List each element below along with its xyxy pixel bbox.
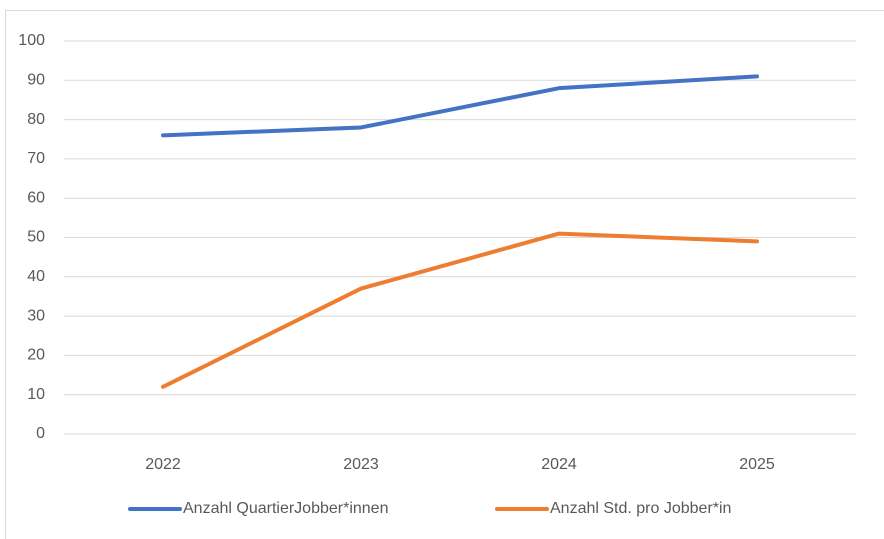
x-tick-label: 2022 (145, 456, 181, 473)
y-tick-label: 50 (27, 229, 45, 246)
legend-label: Anzahl QuartierJobber*innen (183, 500, 388, 517)
y-tick-label: 0 (36, 425, 45, 442)
y-tick-label: 90 (27, 72, 45, 89)
y-tick-label: 80 (27, 111, 45, 128)
x-tick-label: 2024 (541, 456, 577, 473)
y-tick-label: 20 (27, 347, 45, 364)
y-tick-label: 30 (27, 307, 45, 324)
y-tick-label: 40 (27, 268, 45, 285)
y-tick-label: 70 (27, 150, 45, 167)
x-tick-label: 2023 (343, 456, 379, 473)
series-line (161, 74, 759, 138)
series-line (161, 231, 759, 389)
x-tick-label: 2025 (739, 456, 775, 473)
y-tick-label: 60 (27, 189, 45, 206)
y-tick-label: 100 (18, 32, 45, 49)
chart-border (5, 10, 884, 539)
y-tick-label: 10 (27, 386, 45, 403)
legend-label: Anzahl Std. pro Jobber*in (550, 500, 731, 517)
